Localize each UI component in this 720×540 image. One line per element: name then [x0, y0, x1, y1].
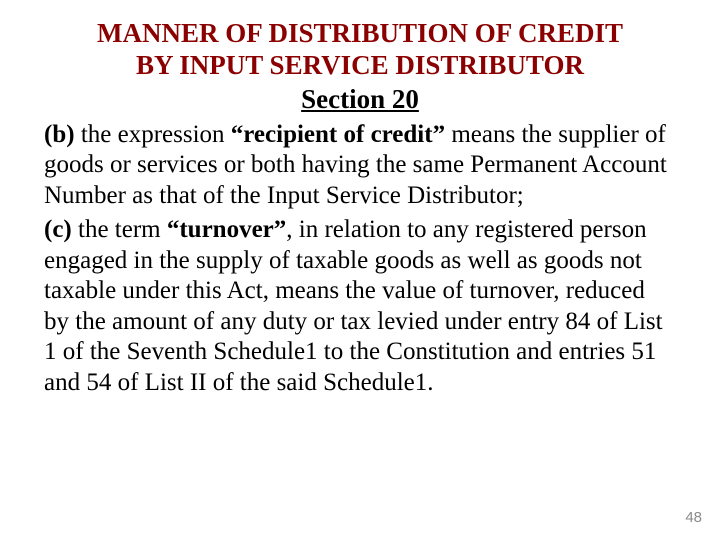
page-number: 48 [685, 509, 702, 526]
title-line-2: BY INPUT SERVICE DISTRIBUTOR [44, 50, 676, 82]
clause-c-bold: “turnover” [167, 216, 286, 243]
clause-b-lead: the expression [81, 121, 231, 148]
clause-b: (b) the expression “recipient of credit”… [44, 120, 676, 212]
clause-c-lead: the term [78, 216, 167, 243]
title-block: MANNER OF DISTRIBUTION OF CREDIT BY INPU… [44, 18, 676, 82]
body-text: (b) the expression “recipient of credit”… [44, 120, 676, 399]
clause-c: (c) the term “turnover”, in relation to … [44, 215, 676, 398]
clause-c-label: (c) [44, 216, 78, 243]
clause-b-label: (b) [44, 121, 81, 148]
section-heading: Section 20 [44, 84, 676, 116]
clause-b-bold: “recipient of credit” [231, 121, 445, 148]
title-line-1: MANNER OF DISTRIBUTION OF CREDIT [44, 18, 676, 50]
slide: MANNER OF DISTRIBUTION OF CREDIT BY INPU… [0, 0, 720, 540]
